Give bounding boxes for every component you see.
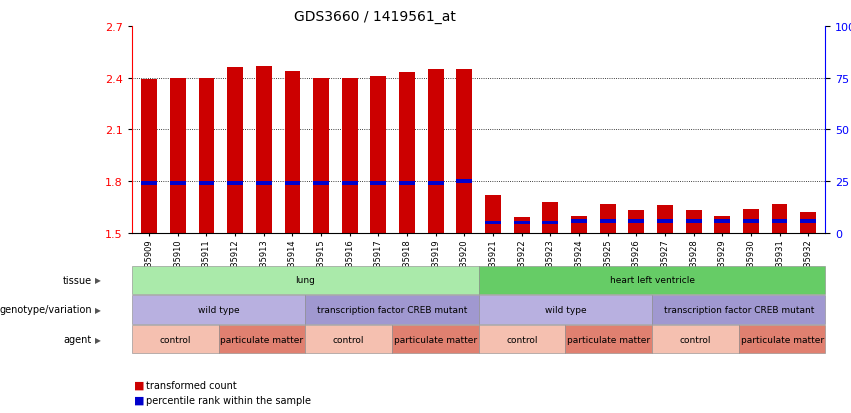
Bar <box>370 182 386 185</box>
Bar <box>428 70 443 233</box>
Bar <box>714 219 730 223</box>
Bar <box>313 78 329 233</box>
Bar <box>542 221 558 225</box>
Bar <box>370 77 386 233</box>
Bar <box>686 219 701 223</box>
Bar <box>485 195 501 233</box>
Bar <box>542 202 558 233</box>
Bar <box>600 204 615 233</box>
Text: control: control <box>680 335 711 344</box>
Bar <box>772 219 787 223</box>
Bar <box>399 182 415 185</box>
Bar <box>628 219 644 223</box>
Bar <box>743 209 759 233</box>
Text: ■: ■ <box>134 395 145 405</box>
Bar <box>342 78 357 233</box>
Bar <box>256 66 271 233</box>
Text: ■: ■ <box>134 380 145 390</box>
Bar <box>571 216 587 233</box>
Text: control: control <box>159 335 191 344</box>
Bar <box>571 219 587 223</box>
Bar <box>772 204 787 233</box>
Bar <box>284 182 300 185</box>
Bar <box>313 182 329 185</box>
Text: lung: lung <box>295 275 315 285</box>
Text: ▶: ▶ <box>95 335 101 344</box>
Text: control: control <box>506 335 538 344</box>
Bar <box>485 221 501 225</box>
Text: particulate matter: particulate matter <box>567 335 650 344</box>
Bar <box>714 216 730 233</box>
Bar <box>227 182 243 185</box>
Text: GDS3660 / 1419561_at: GDS3660 / 1419561_at <box>294 10 455 24</box>
Text: percentile rank within the sample: percentile rank within the sample <box>146 395 311 405</box>
Text: agent: agent <box>64 335 92 344</box>
Bar <box>600 219 615 223</box>
Bar <box>514 218 529 233</box>
Bar <box>141 80 157 233</box>
Bar <box>801 213 816 233</box>
Bar <box>801 219 816 223</box>
Bar <box>170 78 186 233</box>
Bar <box>456 70 472 233</box>
Bar <box>456 180 472 184</box>
Text: ▶: ▶ <box>95 305 101 314</box>
Text: transformed count: transformed count <box>146 380 237 390</box>
Bar <box>428 182 443 185</box>
Bar <box>170 182 186 185</box>
Bar <box>256 182 271 185</box>
Bar <box>743 219 759 223</box>
Bar <box>657 206 673 233</box>
Bar <box>141 182 157 185</box>
Bar <box>399 74 415 233</box>
Bar <box>514 221 529 225</box>
Text: particulate matter: particulate matter <box>740 335 824 344</box>
Text: wild type: wild type <box>197 305 239 314</box>
Text: heart left ventricle: heart left ventricle <box>609 275 694 285</box>
Text: wild type: wild type <box>545 305 586 314</box>
Bar <box>227 68 243 233</box>
Text: control: control <box>333 335 364 344</box>
Text: transcription factor CREB mutant: transcription factor CREB mutant <box>664 305 814 314</box>
Bar <box>198 182 214 185</box>
Text: particulate matter: particulate matter <box>220 335 304 344</box>
Bar <box>657 219 673 223</box>
Bar <box>342 182 357 185</box>
Text: tissue: tissue <box>63 275 92 285</box>
Text: genotype/variation: genotype/variation <box>0 305 92 315</box>
Text: ▶: ▶ <box>95 275 101 285</box>
Bar <box>628 211 644 233</box>
Bar <box>686 211 701 233</box>
Bar <box>284 71 300 233</box>
Text: transcription factor CREB mutant: transcription factor CREB mutant <box>317 305 467 314</box>
Bar <box>198 78 214 233</box>
Text: particulate matter: particulate matter <box>394 335 477 344</box>
